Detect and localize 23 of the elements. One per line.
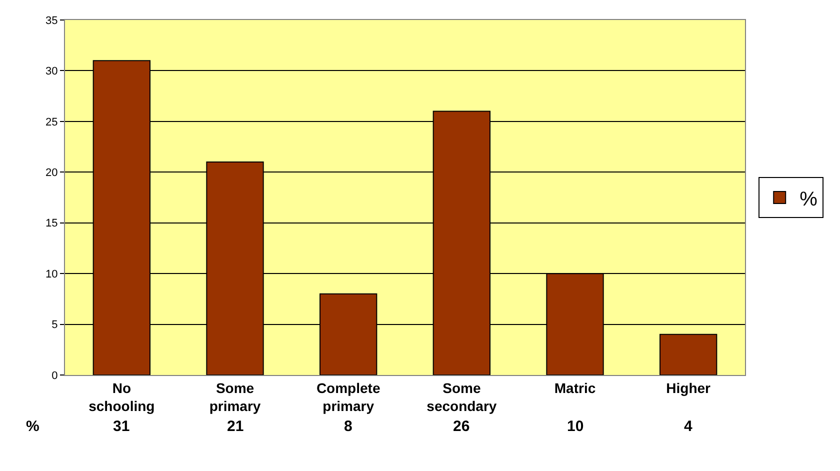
data-label: 21	[227, 418, 244, 435]
y-tick-label: 20	[46, 166, 58, 179]
x-tick-label: Complete primary	[316, 380, 380, 414]
x-tick-label: Matric	[554, 380, 596, 396]
y-tick-label: 5	[52, 319, 58, 332]
x-tick-label: No schooling	[88, 380, 155, 414]
legend-label: %	[800, 188, 818, 210]
x-tick-label: Some secondary	[426, 380, 497, 414]
y-tick-label: 25	[46, 116, 58, 128]
y-tick-label: 0	[52, 370, 58, 382]
data-label: 8	[344, 418, 352, 435]
text: %	[26, 418, 40, 435]
y-tick-label: 10	[46, 268, 58, 280]
y-tick-label: 30	[46, 66, 58, 78]
y-tick-label: 15	[46, 218, 58, 230]
data-label: 4	[684, 418, 693, 435]
data-label: 10	[567, 418, 584, 435]
data-label: 31	[113, 418, 130, 435]
bar	[660, 334, 718, 375]
data-label: 26	[453, 418, 470, 435]
x-tick-label: Higher	[666, 380, 712, 396]
y-tick-label: 35	[46, 14, 58, 27]
x-tick-label: Some primary	[209, 380, 261, 414]
